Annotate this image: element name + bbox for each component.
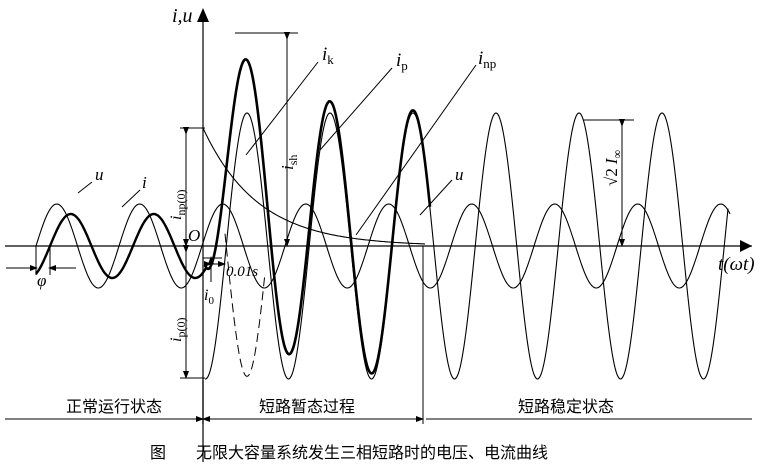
ik-label: ik bbox=[322, 44, 334, 67]
time-001-label: 0.01s bbox=[226, 264, 258, 280]
y-axis-arrow bbox=[197, 8, 209, 22]
steady-peak-label: √2I∞ bbox=[602, 150, 624, 186]
region-steady-label: 短路稳定状态 bbox=[518, 397, 614, 416]
ip-label: ip bbox=[396, 50, 408, 73]
periodic-current-curve-ip bbox=[205, 112, 729, 380]
ish-label: ish bbox=[278, 155, 300, 170]
i-left-leader-line bbox=[121, 189, 141, 208]
origin-label: O bbox=[188, 226, 200, 245]
u-right-leader-line bbox=[419, 179, 453, 216]
u-left-label: u bbox=[95, 165, 104, 184]
i0-label: i0 bbox=[204, 287, 214, 307]
region-normal-label: 正常运行状态 bbox=[66, 397, 162, 416]
i-left-label: i bbox=[142, 173, 147, 192]
dashed-negative-periodic-curve bbox=[224, 233, 266, 377]
aperiodic-current-curve-inp bbox=[202, 127, 425, 245]
ip-leader-line bbox=[319, 67, 393, 151]
axis-x-label: t(ωt) bbox=[718, 254, 755, 275]
u-left-leader-line bbox=[77, 181, 93, 194]
voltage-curve-u bbox=[35, 203, 731, 289]
axis-y-label: i,u bbox=[172, 5, 193, 27]
inp0-label: inp(0) bbox=[168, 190, 188, 220]
figure-caption-prefix: 图 bbox=[150, 443, 166, 462]
region-transient-label: 短路暂态过程 bbox=[259, 397, 355, 416]
ip0-label: ip(0) bbox=[168, 318, 188, 342]
u-right-label: u bbox=[455, 165, 464, 184]
x-axis-arrow bbox=[740, 240, 752, 252]
total-short-circuit-current-curve-ik bbox=[203, 58, 432, 375]
pre-fault-current-curve-i bbox=[35, 212, 208, 280]
phi-label: φ bbox=[37, 271, 46, 290]
inp-label: inp bbox=[478, 48, 496, 71]
ik-leader-line bbox=[245, 61, 319, 156]
figure-caption: 无限大容量系统发生三相短路时的电压、电流曲线 bbox=[196, 443, 548, 462]
inp-leader-line bbox=[355, 64, 477, 236]
